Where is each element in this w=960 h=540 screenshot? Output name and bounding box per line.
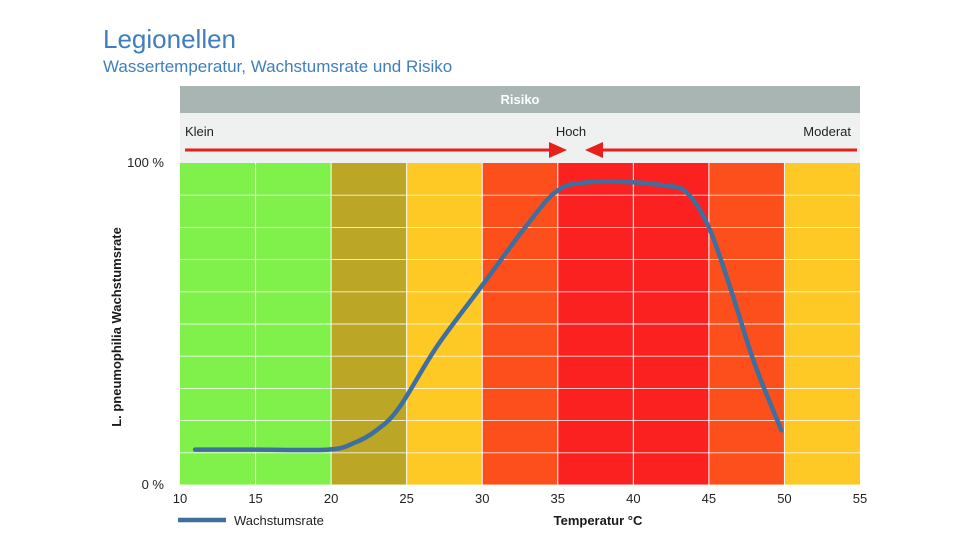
x-tick-label: 10 xyxy=(173,491,187,506)
x-tick-label: 20 xyxy=(324,491,338,506)
x-tick-label: 15 xyxy=(248,491,262,506)
y-tick-label: 0 % xyxy=(142,477,165,492)
risk-header-bar xyxy=(180,86,860,113)
risk-label-hoch: Hoch xyxy=(556,124,586,139)
y-tick-label: 100 % xyxy=(127,155,164,170)
x-axis-label: Temperatur °C xyxy=(554,513,643,528)
x-tick-label: 40 xyxy=(626,491,640,506)
x-tick-label: 35 xyxy=(551,491,565,506)
risk-arrow-right-head xyxy=(585,142,603,158)
x-tick-label: 30 xyxy=(475,491,489,506)
risk-title: Risiko xyxy=(500,92,539,107)
x-tick-label: 25 xyxy=(399,491,413,506)
chart-title: Legionellen xyxy=(103,24,237,54)
risk-band-background xyxy=(180,113,860,163)
x-tick-label: 55 xyxy=(853,491,867,506)
x-tick-label: 45 xyxy=(702,491,716,506)
x-tick-label: 50 xyxy=(777,491,791,506)
y-axis-label: L. pneumophilia Wachstumsrate xyxy=(109,227,124,427)
risk-label-moderat: Moderat xyxy=(803,124,851,139)
series-line-wachstumsrate xyxy=(192,179,784,453)
legend-label: Wachstumsrate xyxy=(234,513,324,528)
risk-label-klein: Klein xyxy=(185,124,214,139)
chart-subtitle: Wassertemperatur, Wachstumsrate und Risi… xyxy=(103,57,453,76)
risk-arrow-left-head xyxy=(549,142,567,158)
